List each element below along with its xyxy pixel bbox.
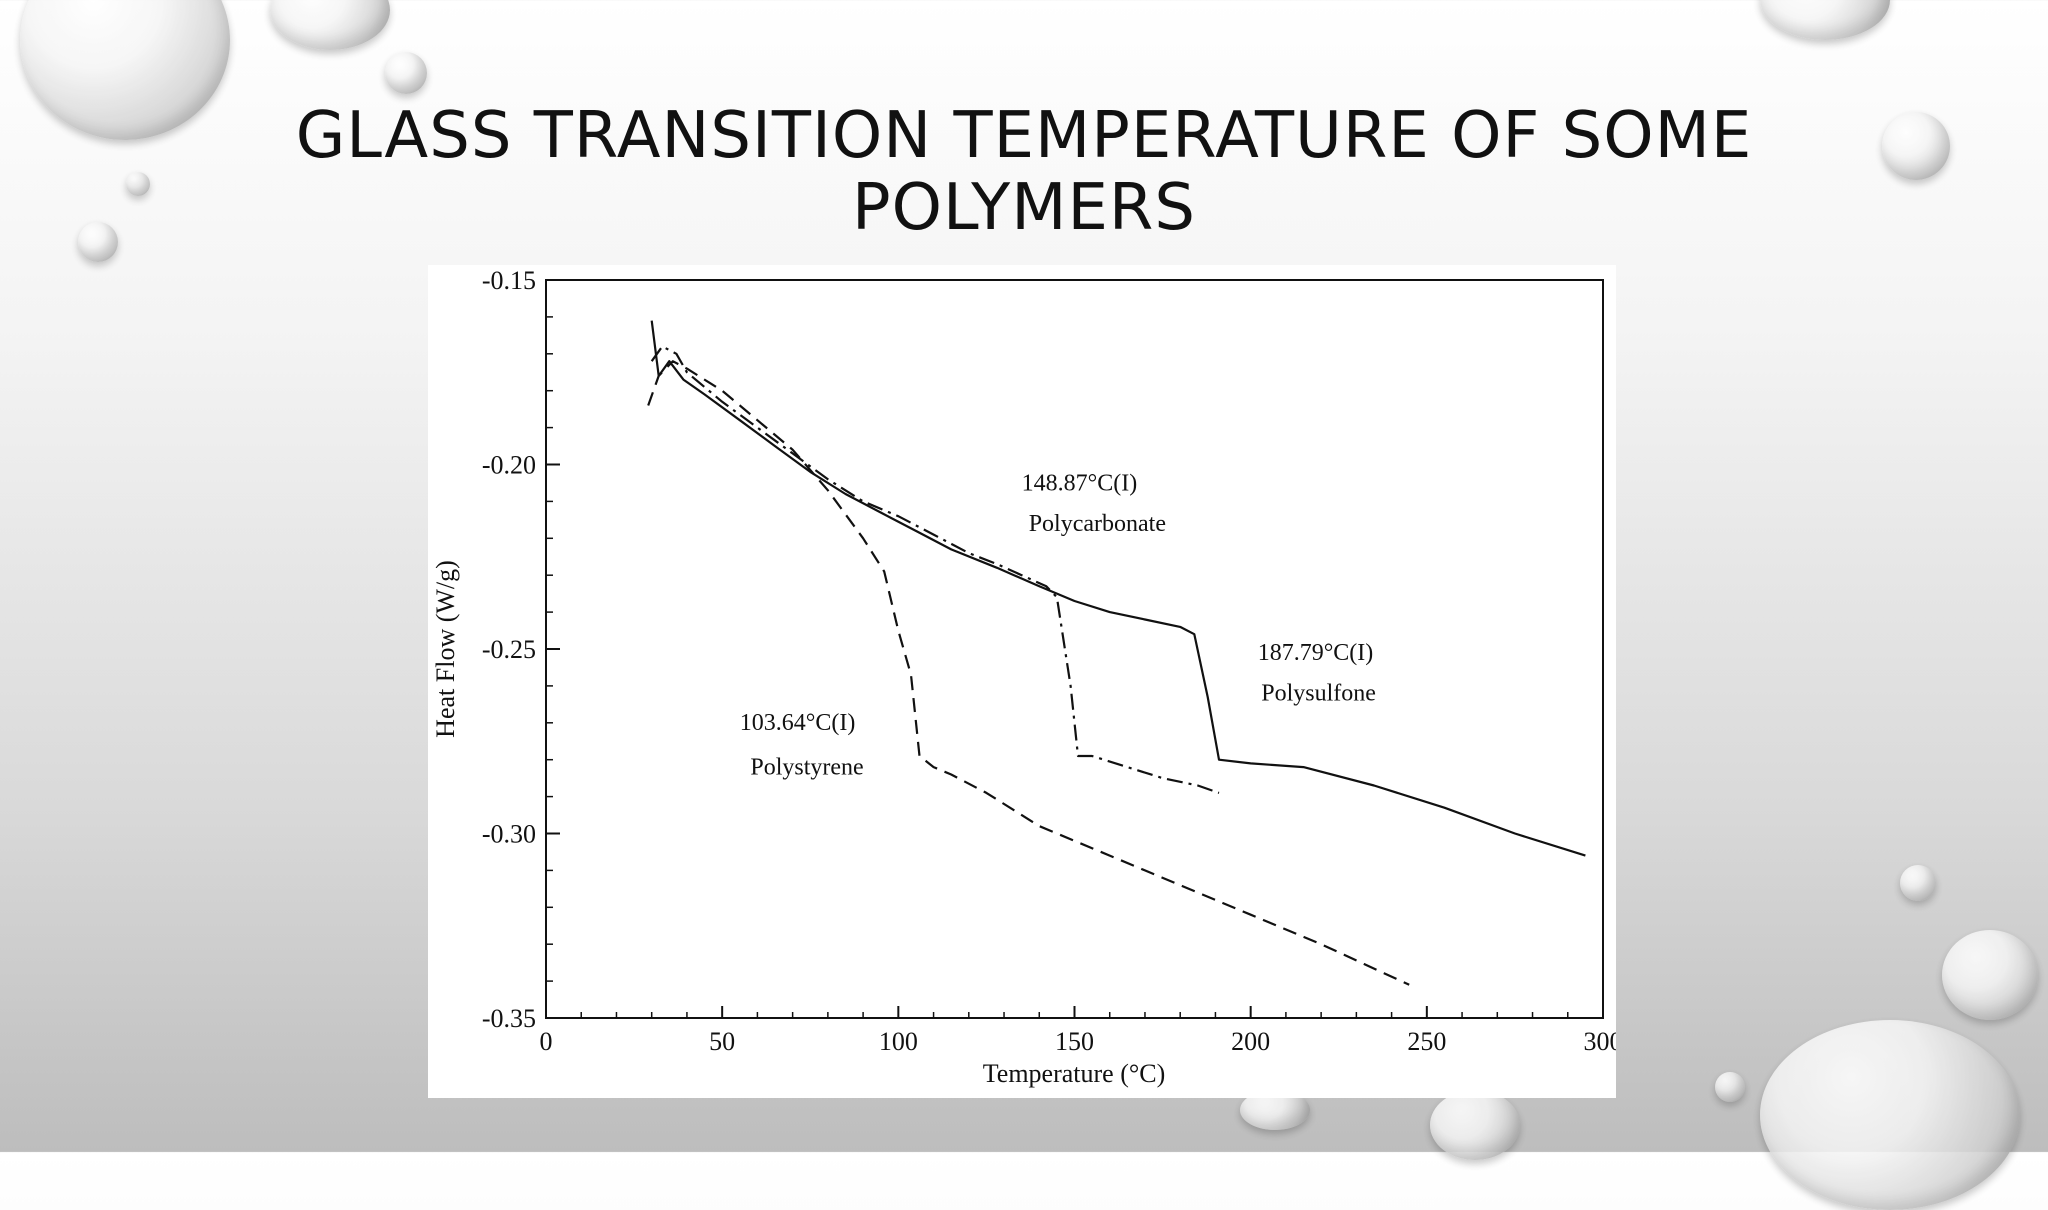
x-tick-label: 200 <box>1231 1027 1270 1056</box>
water-droplet <box>1882 112 1950 180</box>
water-droplet <box>1430 1090 1520 1160</box>
chart-annotation: Polystyrene <box>750 754 863 780</box>
chart-annotation: Polycarbonate <box>1029 511 1166 537</box>
chart-panel: 0 50 100 150 200 250 300 -0.15 -0.20 -0.25 -0.30-… <box>428 265 1616 1098</box>
x-tick-label: 300 <box>1584 1027 1617 1056</box>
water-droplet <box>1760 0 1890 40</box>
series-line-polycarbonate <box>650 345 1220 794</box>
water-droplet <box>1715 1072 1745 1102</box>
water-droplet <box>1900 865 1936 901</box>
water-droplet <box>126 172 150 196</box>
chart-annotation: Polysulfone <box>1261 681 1376 707</box>
water-droplet <box>78 222 118 262</box>
x-tick-label: 250 <box>1407 1027 1446 1056</box>
y-tick-label: -0.30 <box>482 820 536 849</box>
y-tick-label: -0.25 <box>482 635 536 664</box>
water-droplet <box>1942 930 2038 1020</box>
chart-annotation: 148.87°C(I) <box>1022 470 1138 496</box>
y-axis: -0.15 -0.20 -0.25 -0.30 -0.35 <box>482 266 560 1033</box>
y-tick-label: -0.15 <box>482 266 536 295</box>
water-droplet <box>1760 1020 2020 1210</box>
slide-title: GLASS TRANSITION TEMPERATURE OF SOME POL… <box>0 100 2048 244</box>
series-line-polystyrene <box>647 360 1410 986</box>
annotation-layer: 148.87°C(I) Polycarbonate 187.79°C(I) Polys… <box>740 470 1376 780</box>
water-droplet <box>270 0 390 50</box>
x-axis-label: Temperature (°C) <box>983 1059 1166 1088</box>
y-tick-label: -0.35 <box>482 1004 536 1033</box>
slide-title-line-1: GLASS TRANSITION TEMPERATURE OF SOME <box>295 99 1753 173</box>
x-tick-label: 150 <box>1055 1027 1094 1056</box>
x-tick-label: 100 <box>879 1027 918 1056</box>
chart-annotation: 103.64°C(I) <box>740 710 856 736</box>
heat-flow-chart: 0 50 100 150 200 250 300 -0.15-0.20-0.25-0.30-… <box>431 266 1617 1088</box>
x-axis: 0 50 100 150 200 250 300 <box>540 1006 1617 1056</box>
x-tick-label: 50 <box>709 1027 735 1056</box>
series-layer <box>647 320 1586 986</box>
slide-title-line-2: POLYMERS <box>852 171 1196 245</box>
y-tick-label: -0.20 <box>482 451 536 480</box>
water-droplet <box>385 52 427 94</box>
chart-annotation: 187.79°C(I) <box>1258 640 1374 666</box>
plot-frame <box>545 279 1604 1019</box>
x-tick-label: 0 <box>540 1027 553 1056</box>
series-line-polysulfone <box>650 320 1586 857</box>
y-axis-label: Heat Flow (W/g) <box>431 560 460 738</box>
